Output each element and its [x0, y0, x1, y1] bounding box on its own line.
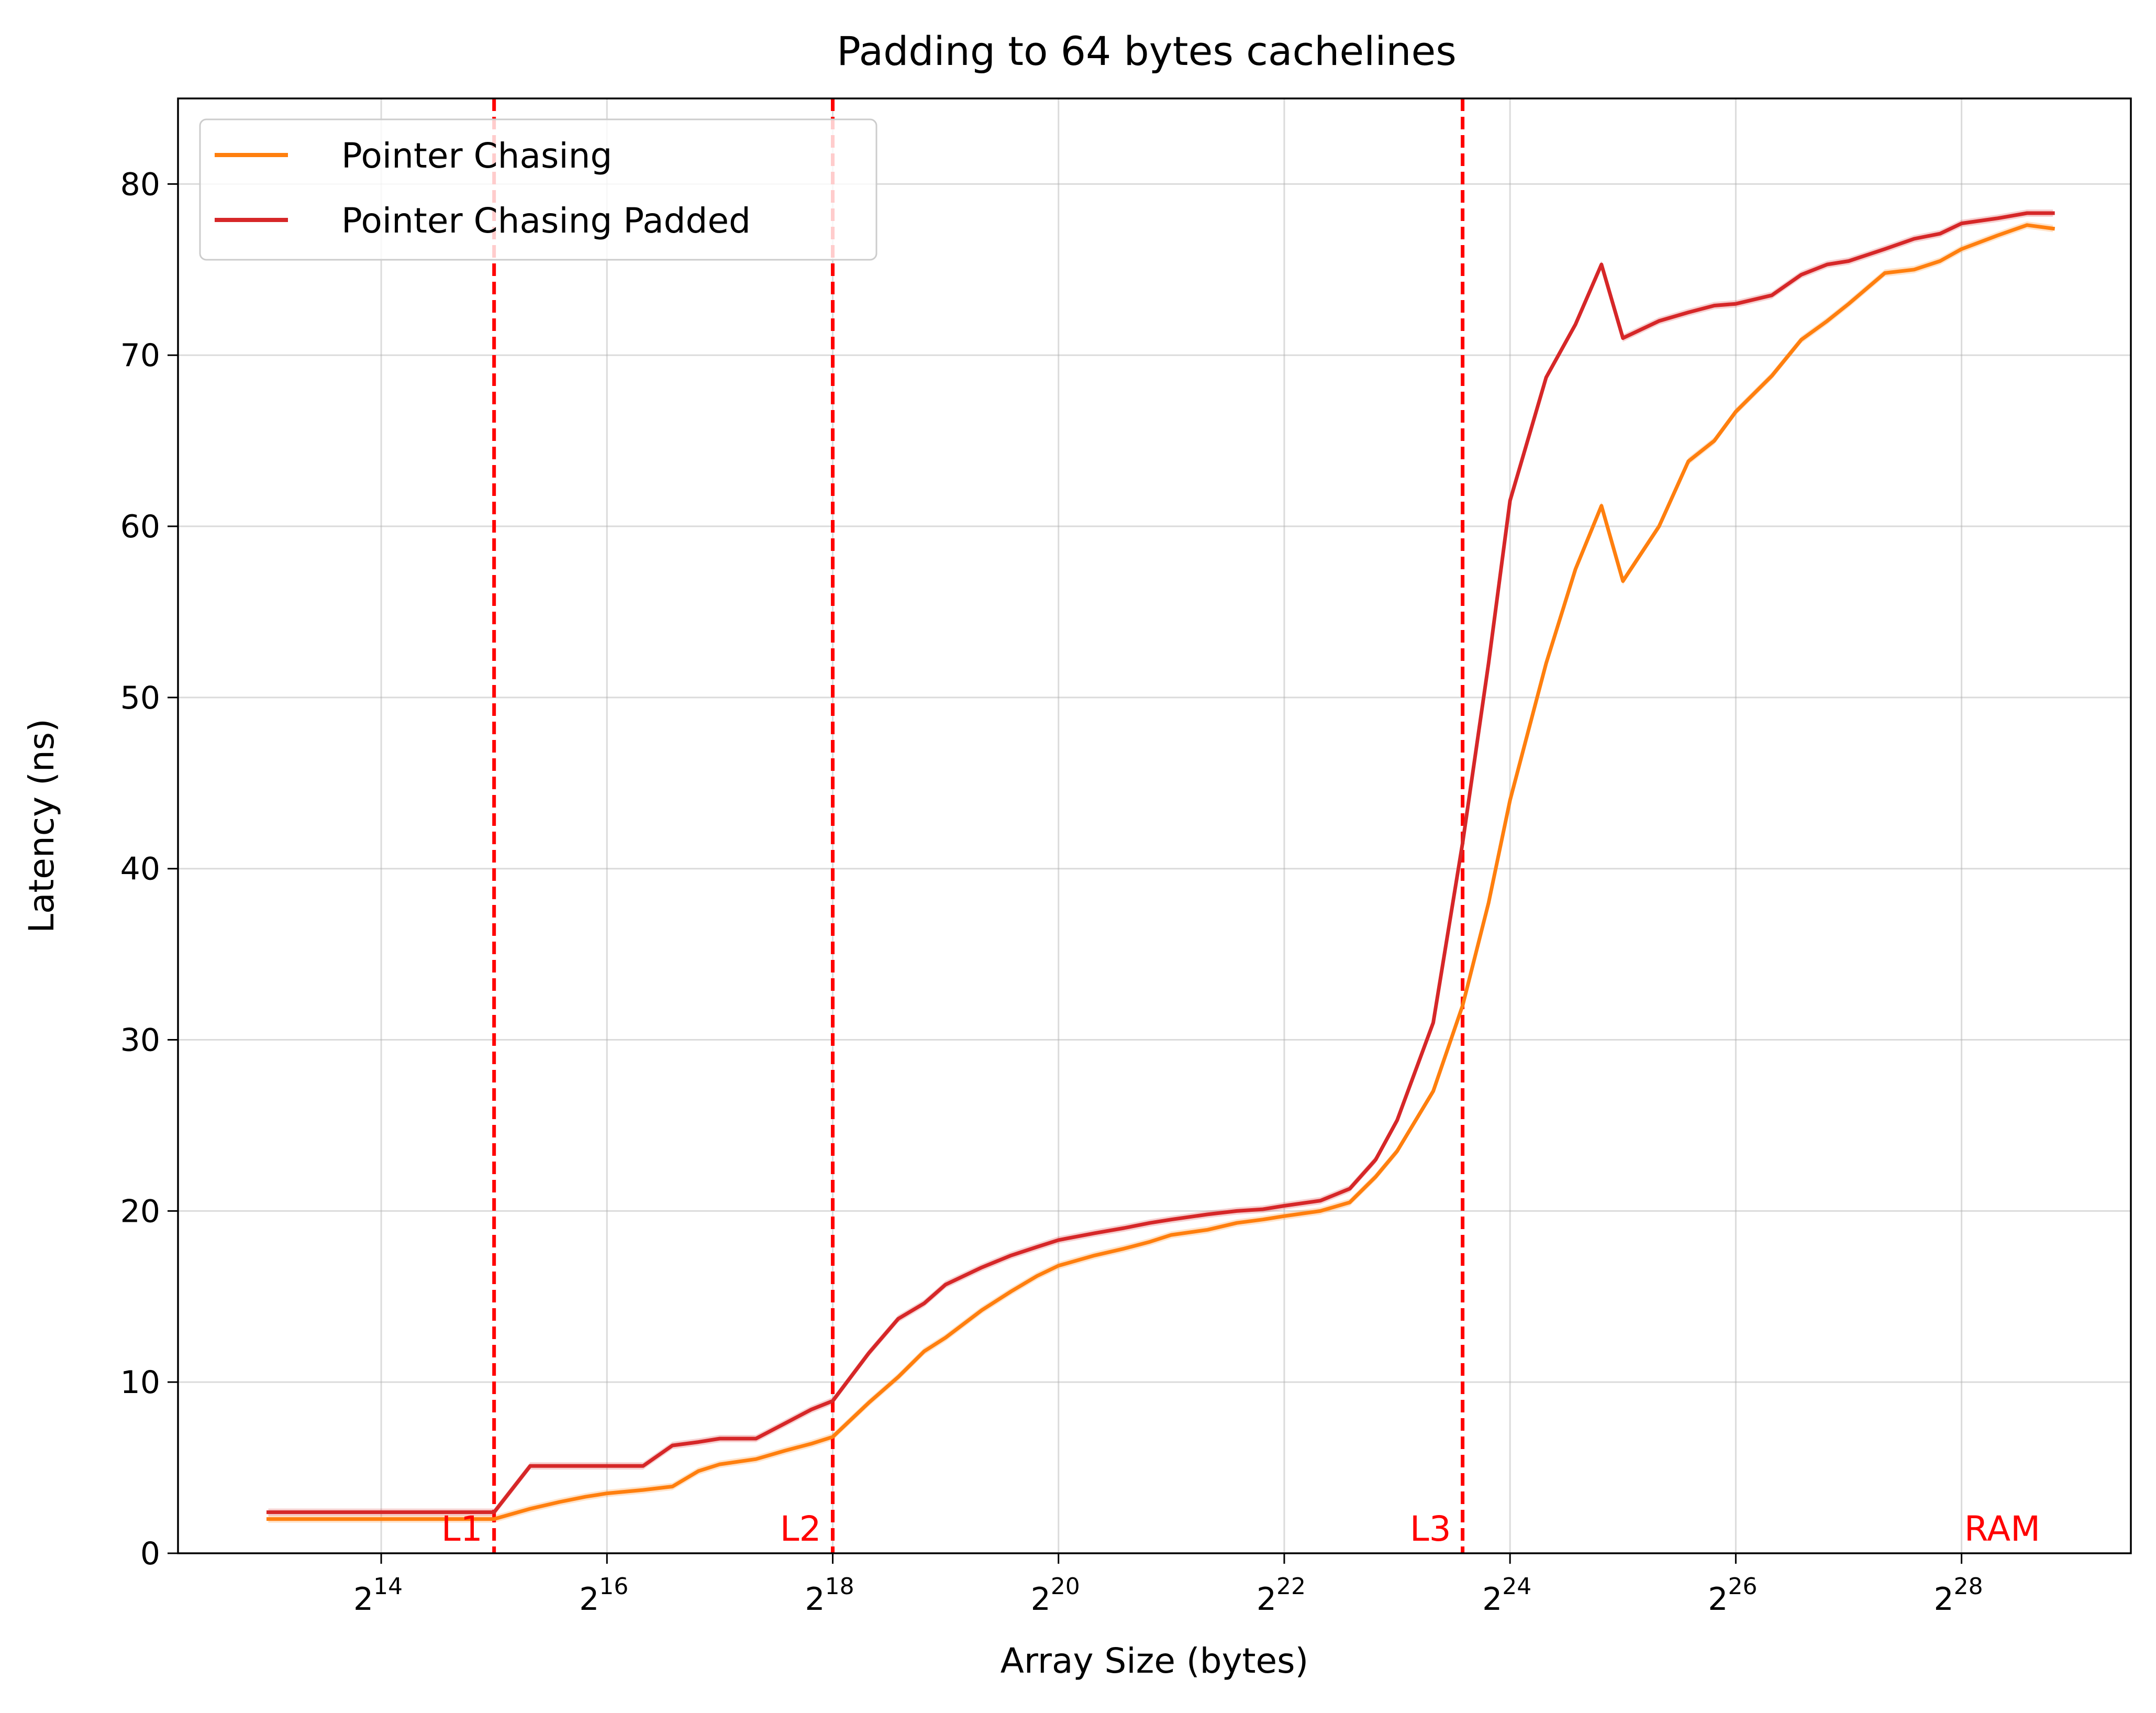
- y-tick-label: 20: [120, 1193, 160, 1230]
- legend-label-pointer-chasing-padded: Pointer Chasing Padded: [341, 201, 751, 241]
- x-tick-label: 226: [1708, 1573, 1757, 1618]
- x-tick-label: 224: [1482, 1573, 1531, 1618]
- cache-label-l3: L3: [1410, 1509, 1451, 1549]
- x-tick-label: 220: [1031, 1573, 1080, 1618]
- plot-area-frame: [177, 97, 2132, 1554]
- series-line-pointer-chasing-padded: [266, 211, 2055, 1515]
- x-tick-label: 222: [1257, 1573, 1306, 1618]
- y-tick-label: 60: [120, 509, 160, 545]
- x-axis-title: Array Size (bytes): [1001, 1641, 1309, 1681]
- series-line-pointer-chasing: [266, 223, 2055, 1521]
- y-axis-ticks: 0 10 20 30 40 50 60 70 80: [120, 166, 178, 1572]
- y-tick-label: 80: [120, 166, 160, 203]
- y-tick-label: 0: [140, 1535, 160, 1572]
- chart-title: Padding to 64 bytes cachelines: [837, 28, 1457, 74]
- y-tick-label: 70: [120, 337, 160, 374]
- cache-labels: L1 L2 L3 RAM: [441, 1509, 2040, 1549]
- x-tick-label: 228: [1933, 1573, 1983, 1618]
- y-axis-title: Latency (ns): [21, 719, 62, 933]
- cache-label-ram: RAM: [1964, 1509, 2040, 1549]
- legend: Pointer Chasing Pointer Chasing Padded: [199, 118, 877, 261]
- cache-label-l2: L2: [780, 1509, 821, 1549]
- y-tick-label: 30: [120, 1022, 160, 1059]
- cache-label-l1: L1: [441, 1509, 483, 1549]
- y-tick-label: 40: [120, 851, 160, 888]
- legend-frame: [199, 118, 877, 261]
- cache-boundary-lines: [492, 98, 1465, 1553]
- x-tick-label: 216: [579, 1573, 628, 1618]
- x-axis-ticks: 214 216 218 220 222 224 226 228: [353, 1553, 1983, 1618]
- legend-label-pointer-chasing: Pointer Chasing: [341, 136, 612, 176]
- x-tick-label: 214: [353, 1573, 403, 1618]
- x-tick-label: 218: [805, 1573, 854, 1618]
- y-tick-label: 10: [120, 1364, 160, 1401]
- y-tick-label: 50: [120, 680, 160, 716]
- series-lines: [266, 211, 2055, 1521]
